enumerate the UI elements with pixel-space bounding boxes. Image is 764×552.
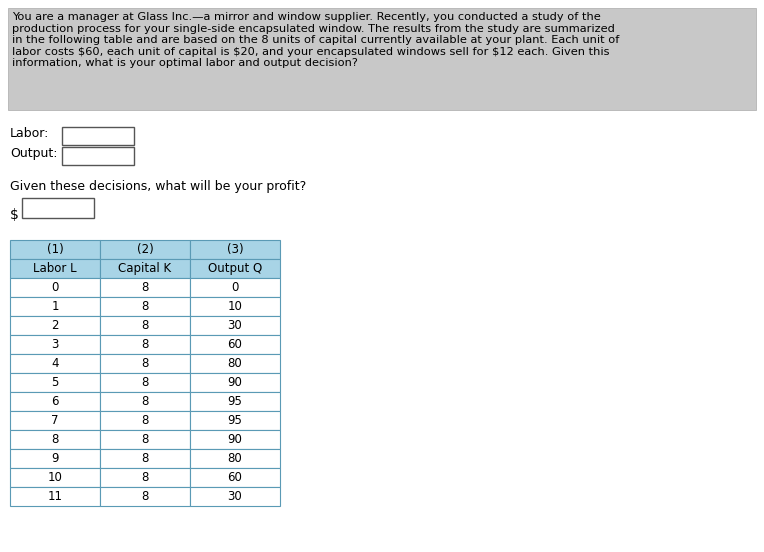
Bar — [10, 316, 100, 335]
Bar — [100, 354, 190, 373]
Text: Labor:: Labor: — [10, 127, 50, 140]
Text: 8: 8 — [141, 300, 149, 313]
Text: 95: 95 — [228, 414, 242, 427]
Text: 8: 8 — [141, 376, 149, 389]
Text: Output:: Output: — [10, 147, 57, 160]
Bar — [10, 449, 100, 468]
Bar — [190, 487, 280, 506]
Text: 1: 1 — [51, 300, 59, 313]
Text: 8: 8 — [141, 319, 149, 332]
Text: 2: 2 — [51, 319, 59, 332]
Bar — [100, 411, 190, 430]
Bar — [10, 335, 100, 354]
Text: 6: 6 — [51, 395, 59, 408]
Text: You are a manager at Glass Inc.—a mirror and window supplier. Recently, you cond: You are a manager at Glass Inc.—a mirror… — [12, 12, 620, 68]
Text: 80: 80 — [228, 357, 242, 370]
Bar — [190, 316, 280, 335]
Text: 8: 8 — [141, 281, 149, 294]
Bar — [190, 392, 280, 411]
Text: Output Q: Output Q — [208, 262, 262, 275]
Bar — [190, 297, 280, 316]
Bar — [10, 373, 100, 392]
Bar — [10, 297, 100, 316]
Text: 4: 4 — [51, 357, 59, 370]
Text: 9: 9 — [51, 452, 59, 465]
Text: 0: 0 — [51, 281, 59, 294]
Text: 90: 90 — [228, 433, 242, 446]
Text: 8: 8 — [141, 490, 149, 503]
Text: 30: 30 — [228, 490, 242, 503]
Bar — [190, 468, 280, 487]
Text: 10: 10 — [228, 300, 242, 313]
Bar — [22, 198, 94, 218]
Bar — [10, 354, 100, 373]
Bar — [190, 259, 280, 278]
Text: 11: 11 — [47, 490, 63, 503]
Bar — [100, 468, 190, 487]
Text: 8: 8 — [141, 471, 149, 484]
Text: 8: 8 — [141, 357, 149, 370]
Bar — [100, 487, 190, 506]
Text: 5: 5 — [51, 376, 59, 389]
Bar — [190, 335, 280, 354]
Bar — [100, 392, 190, 411]
Bar — [10, 411, 100, 430]
Bar — [100, 240, 190, 259]
Bar — [10, 240, 100, 259]
Bar — [8, 8, 756, 110]
Text: 0: 0 — [231, 281, 238, 294]
Text: 8: 8 — [51, 433, 59, 446]
Bar — [10, 259, 100, 278]
Bar — [10, 392, 100, 411]
Text: 30: 30 — [228, 319, 242, 332]
Bar — [190, 430, 280, 449]
Bar — [10, 468, 100, 487]
Bar — [10, 430, 100, 449]
Text: 60: 60 — [228, 338, 242, 351]
Bar — [190, 278, 280, 297]
Text: Given these decisions, what will be your profit?: Given these decisions, what will be your… — [10, 180, 306, 193]
Bar — [100, 335, 190, 354]
Bar — [100, 278, 190, 297]
Text: (2): (2) — [137, 243, 154, 256]
Bar — [190, 411, 280, 430]
Bar — [62, 147, 134, 165]
Bar — [100, 259, 190, 278]
Text: 10: 10 — [47, 471, 63, 484]
Text: 7: 7 — [51, 414, 59, 427]
Text: 8: 8 — [141, 452, 149, 465]
Text: 80: 80 — [228, 452, 242, 465]
Text: Capital K: Capital K — [118, 262, 172, 275]
Text: 60: 60 — [228, 471, 242, 484]
Bar — [100, 430, 190, 449]
Text: 8: 8 — [141, 414, 149, 427]
Text: (1): (1) — [47, 243, 63, 256]
Bar — [100, 373, 190, 392]
Bar — [10, 278, 100, 297]
Text: $: $ — [10, 208, 19, 222]
Bar — [100, 449, 190, 468]
Text: 8: 8 — [141, 395, 149, 408]
Bar — [190, 449, 280, 468]
Bar — [100, 297, 190, 316]
Bar — [190, 240, 280, 259]
Bar — [190, 373, 280, 392]
Text: 8: 8 — [141, 338, 149, 351]
Text: 90: 90 — [228, 376, 242, 389]
Bar — [100, 316, 190, 335]
Text: 3: 3 — [51, 338, 59, 351]
Bar — [10, 487, 100, 506]
Text: 8: 8 — [141, 433, 149, 446]
Text: (3): (3) — [227, 243, 243, 256]
Text: 95: 95 — [228, 395, 242, 408]
Bar — [62, 127, 134, 145]
Bar — [190, 354, 280, 373]
Text: Labor L: Labor L — [33, 262, 77, 275]
